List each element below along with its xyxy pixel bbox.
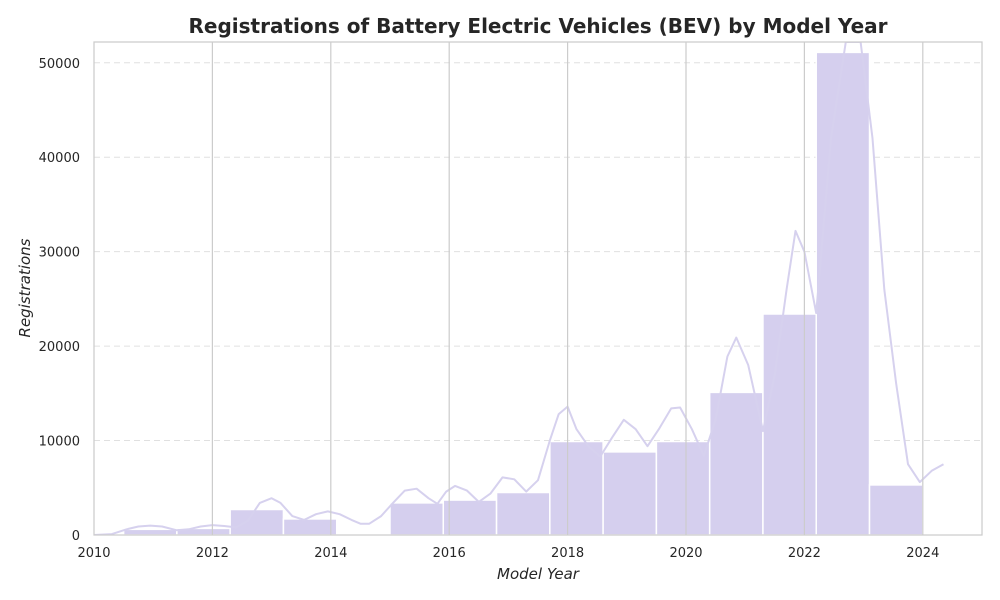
- x-tick-label-0: 2010: [77, 546, 110, 561]
- bar-8: [602, 451, 658, 536]
- y-tick-label-1: 10000: [39, 435, 80, 450]
- x-tick-label-6: 2022: [788, 546, 821, 561]
- y-tick-label-3: 30000: [39, 246, 80, 261]
- bar-2: [229, 508, 285, 536]
- bar-0: [122, 528, 178, 536]
- bar-11: [762, 313, 817, 536]
- y-tick-label-2: 20000: [39, 340, 80, 355]
- x-tick-label-2: 2014: [314, 546, 347, 561]
- bar-4: [389, 502, 445, 536]
- bar-13: [868, 484, 924, 536]
- bar-9: [655, 440, 711, 536]
- density-line: [94, 42, 944, 535]
- y-tick-labels: 0 10000 20000 30000 40000 50000: [39, 57, 80, 544]
- x-tick-label-3: 2016: [433, 546, 466, 561]
- x-tick-labels: 2010 2012 2014 2016 2018 2020 2022 2024: [77, 546, 939, 561]
- x-gridlines: [211, 42, 924, 535]
- bar-12: [815, 51, 871, 536]
- density-line-group: [94, 42, 944, 535]
- bar-5: [442, 499, 498, 536]
- x-axis-label: Model Year: [497, 565, 580, 583]
- x-tick-label-5: 2020: [669, 546, 702, 561]
- y-tick-label-5: 50000: [39, 57, 80, 72]
- x-tick-label-1: 2012: [196, 546, 229, 561]
- bar-10: [708, 391, 764, 536]
- bars: [122, 51, 924, 536]
- bar-6: [495, 491, 551, 536]
- bar-7: [549, 440, 604, 536]
- chart-title: Registrations of Battery Electric Vehicl…: [189, 14, 888, 38]
- y-tick-label-0: 0: [72, 529, 80, 544]
- bar-3: [282, 518, 338, 536]
- y-axis-label: Registrations: [16, 238, 34, 337]
- x-tick-label-4: 2018: [551, 546, 584, 561]
- x-tick-label-7: 2024: [906, 546, 939, 561]
- plot-frame: [93, 41, 983, 536]
- y-tick-label-4: 40000: [39, 151, 80, 166]
